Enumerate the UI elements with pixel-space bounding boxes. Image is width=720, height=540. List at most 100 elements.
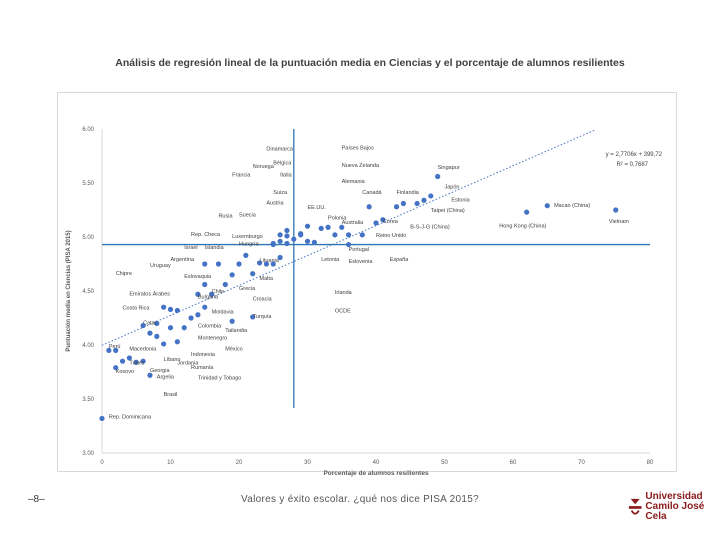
country-label: Corea xyxy=(383,219,399,225)
data-point xyxy=(181,325,187,331)
y-tick-label: 3.00 xyxy=(82,451,94,457)
country-label: Georgia xyxy=(150,368,171,374)
country-label: Trinidad y Tobago xyxy=(198,376,241,382)
data-point xyxy=(428,193,434,199)
data-point xyxy=(400,200,406,207)
data-point xyxy=(243,252,249,258)
data-point xyxy=(359,232,365,238)
country-label: Japón xyxy=(445,184,460,190)
data-point xyxy=(544,203,550,209)
country-label: Alemania xyxy=(342,179,366,185)
country-label: Eslovaquia xyxy=(184,274,212,280)
country-label: Irlanda xyxy=(335,290,353,296)
country-label: Lituania xyxy=(260,258,280,264)
x-axis-label: Porcentaje de alumnos resilientes xyxy=(323,470,429,477)
country-label: Letonia xyxy=(321,257,340,263)
country-label: Macao (China) xyxy=(554,203,590,209)
data-point xyxy=(435,173,441,180)
data-point xyxy=(284,240,290,247)
data-point xyxy=(140,322,146,329)
data-point xyxy=(380,217,386,223)
footer-caption: Valores y éxito escolar. ¿qué nos dice P… xyxy=(241,494,479,505)
data-point xyxy=(284,233,290,239)
r-squared-label: R² = 0,7687 xyxy=(616,162,648,168)
data-point xyxy=(113,365,119,371)
data-point xyxy=(195,291,201,297)
country-label: OCDE xyxy=(335,309,351,315)
country-label: España xyxy=(390,257,410,263)
data-point xyxy=(318,225,324,231)
data-point xyxy=(133,359,139,365)
country-label: Hong Kong (China) xyxy=(499,223,546,229)
country-label: Perú xyxy=(109,344,121,350)
data-point xyxy=(167,325,174,331)
country-label: Tailandia xyxy=(225,328,248,334)
data-point xyxy=(421,197,427,203)
country-label: Suecia xyxy=(239,212,257,218)
country-label: Islandia xyxy=(205,245,225,251)
country-label: Italia xyxy=(280,173,293,179)
data-point xyxy=(256,260,263,266)
data-point xyxy=(106,347,112,353)
country-label: Turquía xyxy=(253,314,273,320)
data-point xyxy=(229,272,235,278)
data-point xyxy=(236,261,242,267)
country-label: Chile xyxy=(212,289,225,295)
country-label: Montenegro xyxy=(198,336,227,342)
data-point xyxy=(277,254,283,261)
country-label: Reino Unido xyxy=(376,233,406,239)
data-point xyxy=(188,315,194,321)
country-label: Líbano xyxy=(164,357,181,363)
data-point xyxy=(161,304,167,310)
y-tick-label: 5.00 xyxy=(82,235,94,241)
data-point xyxy=(304,223,311,229)
data-point xyxy=(311,239,317,245)
country-label: Emiratos Árabes xyxy=(129,290,170,297)
country-label: Uruguay xyxy=(150,263,171,269)
data-point xyxy=(393,204,400,210)
y-tick-label: 5.50 xyxy=(82,181,94,187)
regression-equation: y = 2,7706x + 399,72 xyxy=(606,152,663,158)
data-point xyxy=(291,236,297,242)
data-point xyxy=(174,339,180,345)
x-tick-label: 80 xyxy=(647,460,654,466)
data-point xyxy=(174,307,180,314)
data-point xyxy=(161,341,167,347)
country-label: Grecia xyxy=(239,286,256,292)
country-label: Chipre xyxy=(116,271,132,277)
country-label: Moldavia xyxy=(212,310,235,316)
data-point xyxy=(277,238,283,244)
logo-emblem-icon xyxy=(628,498,642,515)
data-point xyxy=(126,355,132,361)
country-label: Eslovenia xyxy=(349,259,374,265)
trend-line xyxy=(101,129,596,346)
country-label: Catar xyxy=(143,320,157,326)
data-point xyxy=(140,358,146,364)
country-label: Rep. Checa xyxy=(191,232,221,238)
country-label: Argentina xyxy=(171,257,195,263)
country-label: Taipei (China) xyxy=(431,208,465,214)
country-label: Portugal xyxy=(349,247,370,253)
data-point xyxy=(119,358,126,364)
data-point xyxy=(202,281,208,288)
chart-title: Análisis de regresión lineal de la puntu… xyxy=(115,57,625,69)
data-point xyxy=(222,281,228,288)
y-tick-label: 4.00 xyxy=(82,343,94,349)
country-label: Luxemburgo xyxy=(232,234,263,240)
country-label: Nueva Zelanda xyxy=(342,163,380,169)
country-label: Finlandia xyxy=(397,190,420,196)
country-label: Bélgica xyxy=(273,161,292,167)
logo-line-1: Universidad xyxy=(645,491,703,502)
country-label: Canadá xyxy=(362,190,382,196)
data-point xyxy=(113,347,119,353)
y-tick-label: 6.00 xyxy=(82,127,94,133)
data-point xyxy=(250,271,256,277)
data-point xyxy=(195,312,201,318)
country-label: Singapur xyxy=(438,165,460,171)
country-label: México xyxy=(225,346,242,352)
data-point xyxy=(346,241,352,248)
data-point xyxy=(339,224,345,230)
data-point xyxy=(215,261,222,267)
data-point xyxy=(154,320,160,326)
